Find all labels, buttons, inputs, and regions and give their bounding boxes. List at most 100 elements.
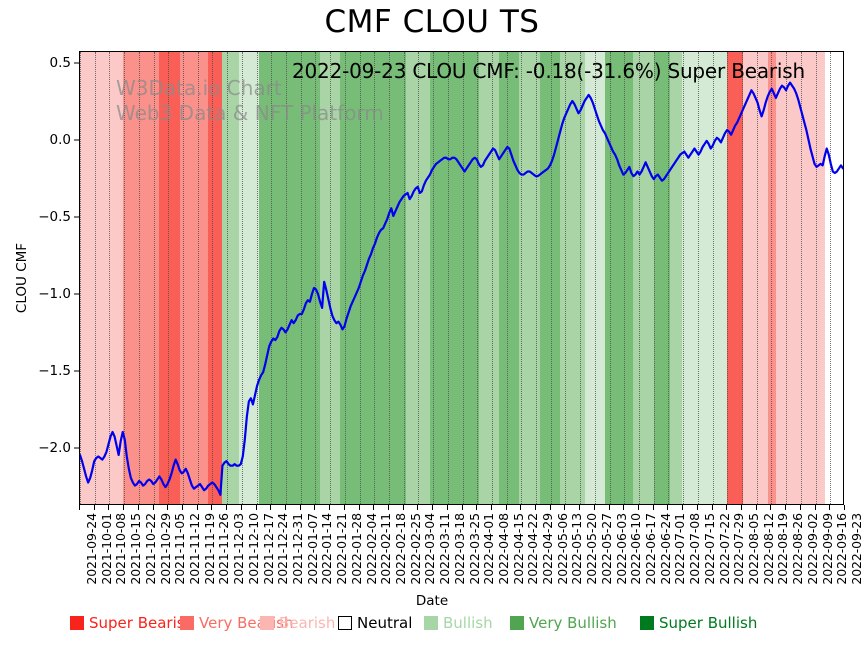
x-tick-mark [123, 505, 124, 510]
x-tick-label: 2022-09-16 [834, 513, 849, 585]
regime-band-bearish [743, 52, 769, 504]
y-tick-mark [74, 293, 79, 295]
x-tick-label: 2022-09-02 [805, 513, 820, 585]
x-tick-label: 2022-05-06 [555, 513, 570, 585]
x-tick-mark [344, 505, 345, 510]
y-axis: CLOU CMF 0.5 0.0 −0.5 −1.0 −1.5 −2.0 [0, 51, 79, 505]
gridline [830, 52, 832, 504]
gridline [198, 52, 200, 504]
regime-band-very-bearish [122, 52, 160, 504]
legend-item-very-bullish[interactable]: Very Bullish [510, 614, 617, 632]
x-tick-mark [182, 505, 183, 510]
x-tick-label: 2022-03-11 [437, 513, 452, 585]
legend-item-bullish[interactable]: Bullish [424, 614, 493, 632]
x-tick-mark [844, 505, 845, 510]
regime-band-bullish [238, 52, 260, 504]
cmf-line-series [80, 81, 843, 496]
gridline [404, 52, 406, 504]
gridline [816, 52, 818, 504]
x-tick-mark [241, 505, 242, 510]
regime-band-super-bullish [259, 52, 321, 504]
x-tick-mark [535, 505, 536, 510]
gridline [683, 52, 685, 504]
gridline [95, 52, 97, 504]
x-tick-mark [667, 505, 668, 510]
x-tick-label: 2022-06-24 [658, 513, 673, 585]
vertical-gridlines [80, 52, 843, 504]
gridline [154, 52, 156, 504]
gridline [771, 52, 773, 504]
x-tick-mark [300, 505, 301, 510]
legend-item-super-bearish[interactable]: Super Bearish [70, 614, 194, 632]
x-tick-mark [329, 505, 330, 510]
y-tick-label: −0.5 [38, 209, 71, 226]
x-tick-label: 2022-03-04 [422, 513, 437, 585]
x-tick-label: 2021-12-24 [275, 513, 290, 585]
x-axis-label: Date [415, 593, 449, 609]
gridline [565, 52, 567, 504]
gridline [492, 52, 494, 504]
x-tick-mark [285, 505, 286, 510]
y-tick-mark [74, 447, 79, 449]
x-tick-mark [359, 505, 360, 510]
x-tick-mark [756, 505, 757, 510]
x-tick-mark [829, 505, 830, 510]
regime-band-super-bullish [429, 52, 480, 504]
legend-label: Bearish [279, 614, 336, 632]
gridline [80, 52, 82, 504]
x-tick-mark [167, 505, 168, 510]
legend-swatch-icon [180, 616, 194, 630]
x-tick-mark [256, 505, 257, 510]
x-tick-mark [94, 505, 95, 510]
x-tick-label: 2021-11-26 [216, 513, 231, 585]
regime-band-very-bullish [222, 52, 240, 504]
y-tick-mark [74, 62, 79, 64]
x-tick-label: 2022-02-11 [378, 513, 393, 585]
x-tick-label: 2022-07-29 [731, 513, 746, 585]
x-tick-mark [697, 505, 698, 510]
x-tick-mark [579, 505, 580, 510]
gridline [551, 52, 553, 504]
legend-label: Super Bearish [89, 614, 195, 632]
gridline [580, 52, 582, 504]
x-tick-label: 2022-08-05 [746, 513, 761, 585]
legend-item-bearish[interactable]: Bearish [260, 614, 335, 632]
x-tick-label: 2022-08-26 [790, 513, 805, 585]
regime-band-very-bullish [633, 52, 655, 504]
legend-item-neutral[interactable]: Neutral [338, 614, 412, 632]
x-tick-label: 2022-04-22 [525, 513, 540, 585]
gridline [227, 52, 229, 504]
x-tick-mark [623, 505, 624, 510]
y-tick-label: −1.0 [38, 286, 71, 303]
x-tick-label: 2021-10-01 [99, 513, 114, 585]
x-tick-mark [138, 505, 139, 510]
x-tick-mark [800, 505, 801, 510]
x-tick-mark [653, 505, 654, 510]
x-tick-label: 2022-05-27 [599, 513, 614, 585]
gridline [301, 52, 303, 504]
current-value-annotation: 2022-09-23 CLOU CMF: -0.18(-31.6%) Super… [292, 59, 805, 83]
y-axis-label: CLOU CMF [14, 242, 30, 314]
legend-item-super-bullish[interactable]: Super Bullish [640, 614, 757, 632]
gridline [668, 52, 670, 504]
x-tick-mark [564, 505, 565, 510]
regime-band-very-bearish [179, 52, 209, 504]
legend-label: Neutral [357, 614, 413, 632]
regime-band-super-bullish [604, 52, 634, 504]
legend-swatch-icon [338, 616, 352, 630]
gridline [624, 52, 626, 504]
plot-area[interactable]: W3Data.io Chart Web3 Data & NFT Platform… [79, 51, 844, 505]
gridline [315, 52, 317, 504]
x-tick-label: 2022-01-21 [334, 513, 349, 585]
x-tick-mark [609, 505, 610, 510]
x-tick-mark [770, 505, 771, 510]
legend-label: Very Bullish [529, 614, 617, 632]
x-tick-label: 2022-07-15 [702, 513, 717, 585]
gridline [595, 52, 597, 504]
x-tick-label: 2022-04-08 [496, 513, 511, 585]
gridline [610, 52, 612, 504]
x-tick-mark [270, 505, 271, 510]
x-tick-label: 2022-05-13 [569, 513, 584, 585]
x-tick-label: 2022-01-28 [349, 513, 364, 585]
